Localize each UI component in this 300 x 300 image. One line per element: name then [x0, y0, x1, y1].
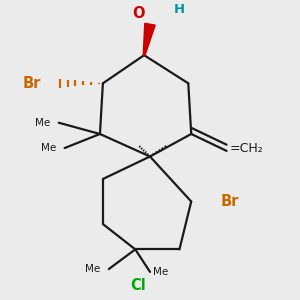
Text: Br: Br: [221, 194, 239, 209]
Text: Me: Me: [153, 267, 168, 277]
Text: O: O: [132, 6, 145, 21]
Polygon shape: [143, 23, 155, 55]
Text: Me: Me: [40, 143, 56, 153]
Text: Br: Br: [23, 76, 41, 91]
Text: Cl: Cl: [130, 278, 146, 292]
Text: H: H: [174, 3, 185, 16]
Text: =CH₂: =CH₂: [230, 142, 263, 154]
Text: Me: Me: [34, 118, 50, 128]
Text: Me: Me: [85, 264, 100, 274]
